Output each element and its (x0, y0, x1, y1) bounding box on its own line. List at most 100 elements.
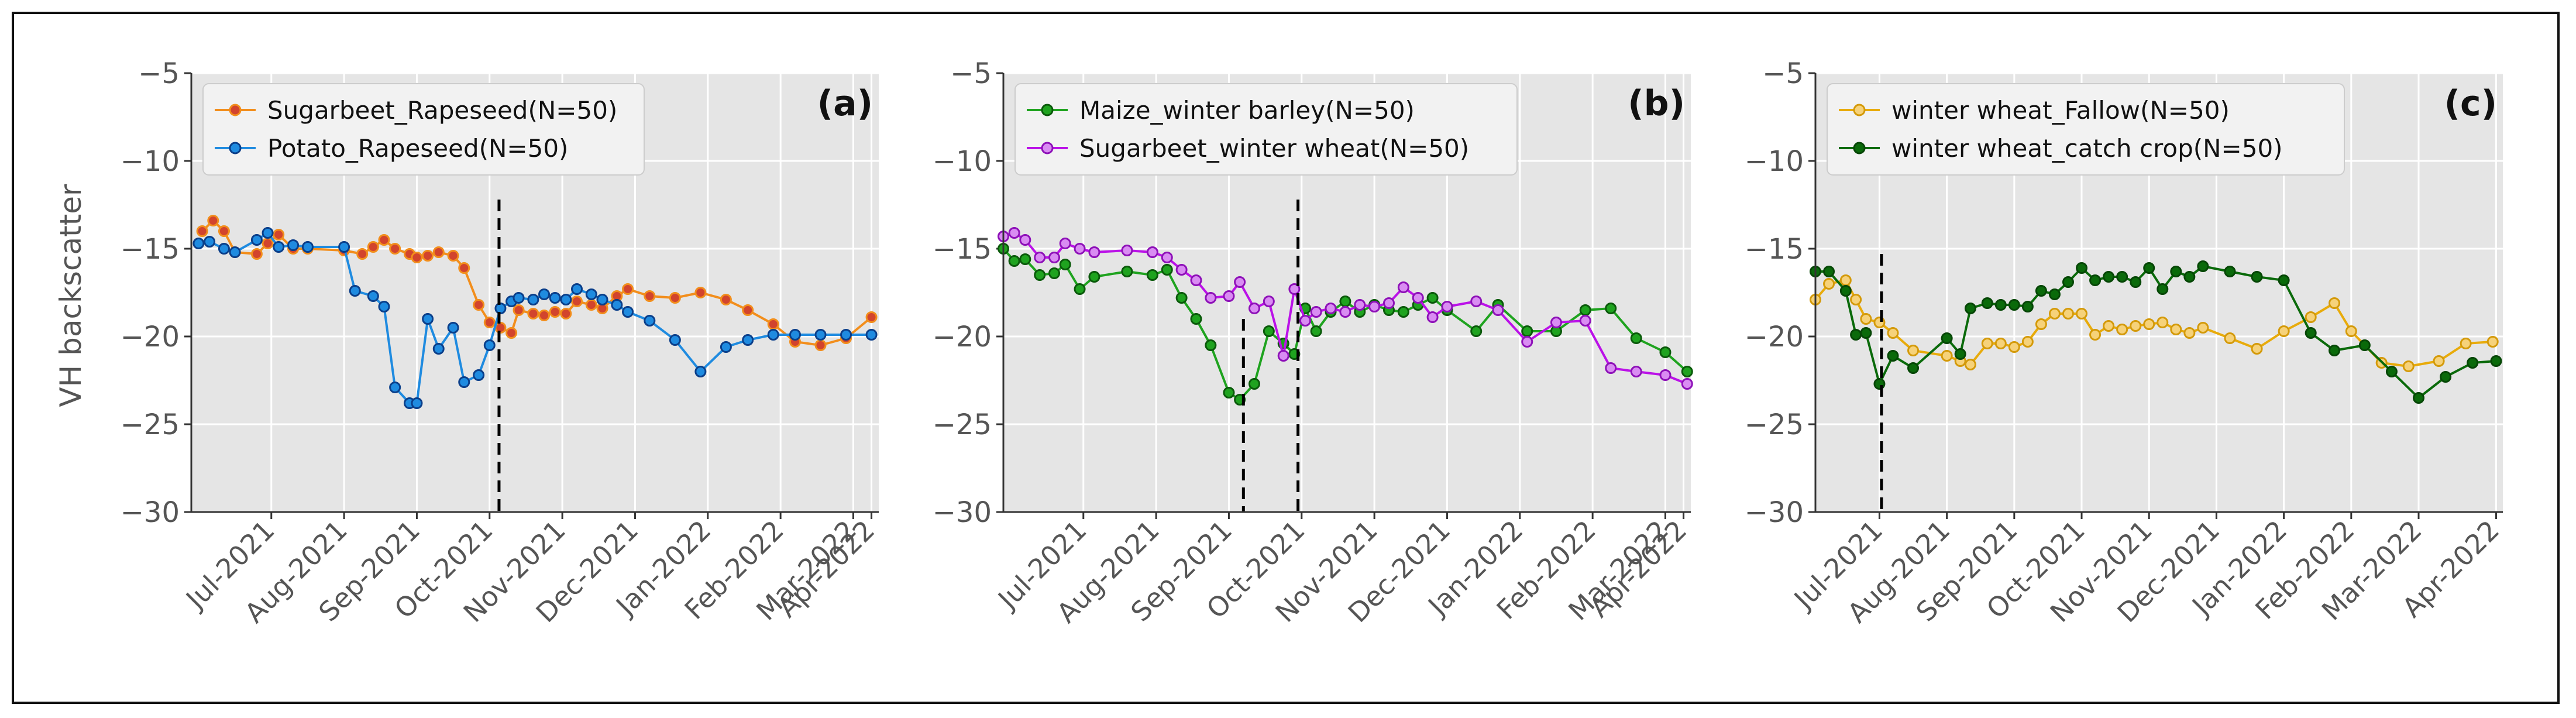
data-point (622, 283, 634, 295)
data-point (1850, 329, 1862, 341)
y-tick-label: −20 (1745, 321, 1804, 353)
data-point (2329, 297, 2341, 309)
y-tick-label: −30 (121, 496, 180, 529)
data-point (378, 301, 390, 312)
data-point (473, 369, 485, 381)
data-point (1426, 311, 1439, 323)
data-point (1074, 243, 1086, 255)
data-point (2251, 271, 2263, 283)
data-point (229, 246, 241, 258)
series-line (1003, 232, 1688, 385)
data-point (865, 311, 878, 323)
data-point (1161, 252, 1173, 263)
data-point (1059, 259, 1071, 270)
data-point (1088, 246, 1100, 258)
data-point (483, 339, 496, 351)
data-point (458, 262, 470, 274)
panel-label: (a) (817, 83, 873, 124)
data-point (1223, 387, 1235, 398)
legend-box (1014, 83, 1518, 176)
data-point (367, 290, 379, 302)
series-1 (1810, 274, 2499, 372)
panel-1: −5−10−15−20−25−30Jul-2021Aug-2021Sep-202… (121, 57, 881, 629)
data-point (447, 250, 459, 262)
data-point (458, 376, 470, 388)
data-point (1521, 325, 1533, 337)
data-point (1630, 332, 1642, 344)
data-point (1839, 274, 1852, 286)
legend-marker (1041, 142, 1054, 154)
data-point (1019, 234, 1031, 246)
data-point (1146, 246, 1158, 258)
legend-label: Maize_winter barley(N=50) (1079, 96, 1415, 125)
data-point (505, 327, 518, 339)
data-point (2278, 274, 2290, 286)
data-point (2021, 336, 2034, 348)
data-point (1470, 325, 1483, 337)
panel-label: (b) (1628, 83, 1685, 124)
data-point (2486, 336, 2499, 348)
data-point (2008, 341, 2020, 353)
data-point (1277, 350, 1289, 362)
data-point (1681, 378, 1693, 390)
data-point (694, 287, 707, 298)
data-point (273, 241, 285, 253)
data-point (2490, 355, 2502, 367)
data-point (1048, 252, 1061, 263)
data-point (2197, 260, 2209, 272)
data-point (694, 366, 707, 377)
y-tick-label: −5 (138, 57, 180, 90)
data-point (2089, 274, 2102, 286)
y-tick-label: −10 (121, 145, 180, 178)
data-point (1994, 299, 2007, 311)
data-point (204, 236, 216, 248)
data-point (2197, 322, 2209, 334)
y-tick-label: −10 (933, 145, 992, 178)
data-point (1981, 297, 1993, 309)
legend: Sugarbeet_Rapeseed(N=50) Potato_Rapeseed(… (202, 83, 645, 176)
data-point (2385, 366, 2398, 377)
data-point (411, 397, 423, 409)
legend-label: Potato_Rapeseed(N=50) (267, 134, 568, 163)
data-point (2251, 343, 2263, 355)
data-point (720, 294, 732, 305)
y-tick-label: −5 (1762, 57, 1804, 90)
y-tick-label: −20 (933, 321, 992, 353)
data-point (2305, 311, 2317, 323)
data-point (1994, 338, 2007, 349)
data-point (1354, 299, 1366, 311)
data-point (1234, 276, 1246, 288)
data-point (2329, 345, 2341, 356)
data-point (1190, 274, 1202, 286)
y-tick-label: −25 (1745, 408, 1804, 441)
y-tick-label: −30 (933, 496, 992, 529)
data-point (2116, 271, 2128, 283)
data-point (483, 317, 496, 328)
data-point (207, 215, 219, 226)
data-point (250, 234, 263, 246)
legend: Maize_winter barley(N=50) Sugarbeet_winte… (1014, 83, 1518, 176)
data-point (2130, 276, 2142, 288)
legend-marker (1853, 142, 1866, 154)
data-point (1368, 301, 1381, 312)
data-point (1397, 306, 1409, 318)
data-point (1190, 313, 1202, 325)
data-point (2440, 371, 2452, 383)
data-point (2183, 327, 2196, 339)
series-1 (998, 243, 1693, 406)
data-point (1034, 269, 1046, 281)
data-point (1048, 267, 1061, 279)
data-point (2170, 324, 2182, 335)
data-point (1146, 269, 1158, 281)
data-point (2183, 271, 2196, 283)
y-tick-label: −5 (950, 57, 992, 90)
data-point (1605, 362, 1617, 374)
legend-label: Sugarbeet_Rapeseed(N=50) (267, 96, 617, 125)
data-point (2103, 320, 2115, 332)
data-point (447, 322, 459, 334)
data-point (2089, 329, 2102, 341)
data-point (473, 299, 485, 311)
data-point (2467, 357, 2479, 369)
data-point (1550, 317, 1562, 328)
